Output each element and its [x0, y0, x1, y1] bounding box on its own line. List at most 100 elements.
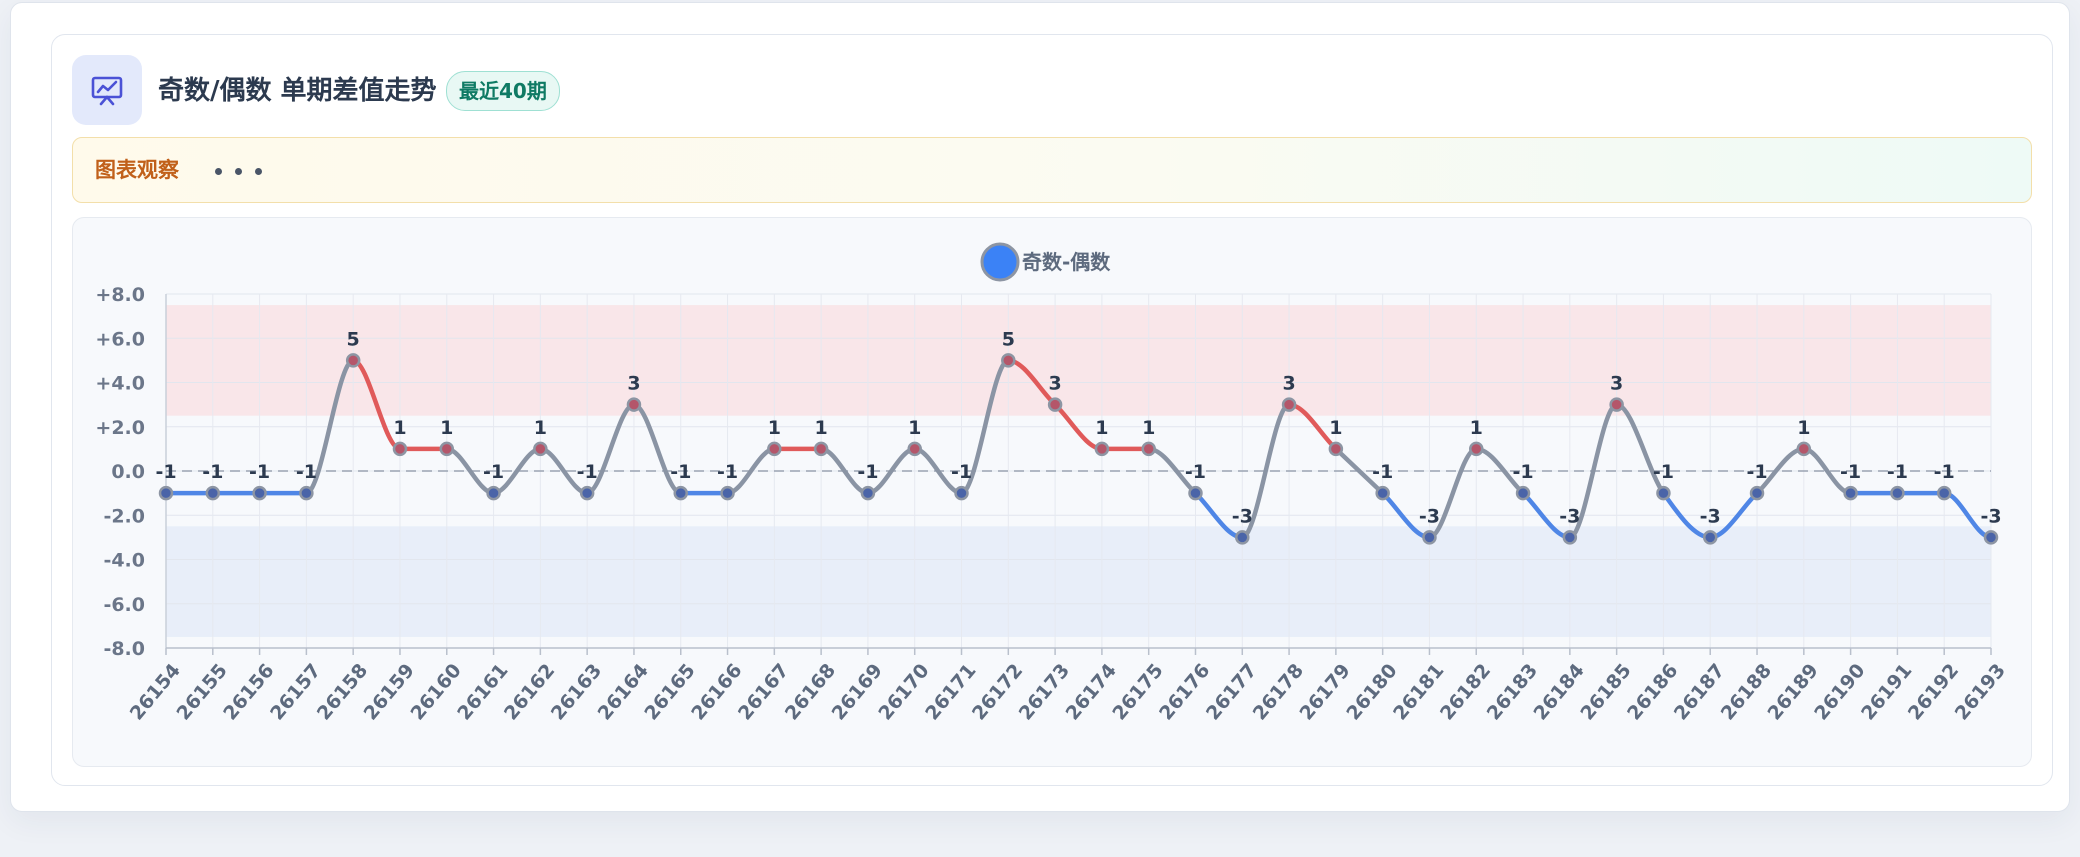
data-point: [626, 397, 642, 412]
more-dots-icon[interactable]: [215, 168, 262, 175]
series-line-segment: [1240, 402, 1292, 540]
data-label: -1: [857, 461, 878, 483]
data-point: [860, 485, 876, 501]
data-label: 1: [1095, 417, 1108, 439]
y-tick-label: +6.0: [95, 328, 145, 350]
data-point: [1562, 530, 1578, 545]
data-label: 1: [440, 417, 453, 439]
insight-panel[interactable]: 图表观察: [72, 137, 2032, 203]
x-tick-label: 26173: [1015, 660, 1074, 725]
x-tick-label: 26158: [313, 660, 372, 725]
x-tick-label: 26178: [1249, 660, 1308, 725]
data-point: [1188, 485, 1203, 501]
data-point: [1609, 397, 1624, 412]
data-label: -3: [1559, 505, 1580, 527]
data-point: [299, 485, 314, 501]
data-point: [1141, 441, 1156, 457]
x-tick-label: 26182: [1436, 660, 1495, 725]
data-label: -1: [296, 461, 317, 483]
data-point: [1702, 530, 1718, 545]
data-label: -1: [249, 461, 270, 483]
data-label: -1: [1840, 461, 1861, 483]
data-label: -1: [483, 461, 504, 483]
data-point: [954, 485, 969, 501]
data-label: -1: [1653, 461, 1674, 483]
data-label: -1: [1512, 461, 1533, 483]
legend-marker: [980, 242, 1020, 282]
data-label: 5: [1002, 328, 1015, 350]
x-tick-label: 26165: [640, 660, 699, 725]
x-tick-label: 26166: [687, 660, 746, 725]
data-point: [252, 485, 267, 501]
x-tick-label: 26185: [1576, 660, 1635, 725]
x-tick-label: 26163: [547, 660, 606, 725]
data-point: [767, 441, 782, 457]
data-point: [720, 485, 735, 501]
data-label: 1: [1797, 417, 1810, 439]
data-point: [1469, 441, 1484, 457]
y-tick-label: -2.0: [103, 505, 145, 527]
data-point: [1749, 485, 1765, 501]
data-label: -3: [1980, 505, 2001, 527]
data-label: 3: [1282, 373, 1295, 395]
legend-item[interactable]: 奇数-偶数: [980, 242, 1111, 282]
x-tick-label: 26164: [594, 660, 653, 725]
data-label: 1: [1329, 417, 1342, 439]
data-label: 1: [393, 417, 406, 439]
x-tick-label: 26180: [1342, 660, 1401, 725]
period-badge[interactable]: 最近40期: [446, 71, 560, 111]
y-tick-label: 0.0: [111, 461, 145, 483]
data-point: [1936, 485, 1952, 501]
data-point: [1796, 441, 1812, 457]
band-0: [166, 305, 1991, 416]
y-tick-label: +4.0: [95, 373, 145, 395]
series-line-segment: [304, 358, 356, 496]
y-tick-label: -4.0: [103, 550, 145, 572]
x-tick-label: 26168: [781, 660, 840, 725]
x-tick-label: 26187: [1670, 660, 1729, 725]
data-label: 3: [627, 373, 640, 395]
band-1: [166, 526, 1991, 637]
y-tick-label: +8.0: [95, 284, 145, 306]
data-point: [907, 441, 922, 457]
data-point: [579, 485, 595, 501]
x-tick-label: 26160: [406, 660, 465, 725]
data-label: -1: [951, 461, 972, 483]
data-label: -1: [717, 461, 738, 483]
x-tick-label: 26159: [360, 660, 419, 725]
x-tick-label: 26174: [1062, 660, 1121, 725]
chart-card: 奇数/偶数 单期差值走势 最近40期 图表观察 +8.0 +6.0 +4.0 +2.0…: [51, 34, 2053, 786]
page-container: 奇数/偶数 单期差值走势 最近40期 图表观察 +8.0 +6.0 +4.0 +2.0…: [10, 2, 2070, 812]
x-tick-label: 26192: [1904, 660, 1963, 725]
data-point: [673, 485, 688, 501]
data-point: [205, 485, 221, 501]
data-label: -1: [1372, 461, 1393, 483]
data-point: [1235, 530, 1250, 545]
data-point: [439, 441, 455, 457]
data-point: [1094, 441, 1110, 457]
series-line-segment: [959, 358, 1011, 496]
data-point: [1515, 485, 1531, 501]
data-point: [1843, 485, 1858, 501]
data-point: [1281, 397, 1297, 412]
x-tick-label: 26169: [828, 660, 887, 725]
data-label: -1: [1887, 461, 1908, 483]
x-tick-label: 26181: [1389, 660, 1448, 725]
x-tick-label: 26177: [1202, 660, 1261, 725]
data-label: 1: [534, 417, 547, 439]
data-label: 1: [768, 417, 781, 439]
data-point: [1656, 485, 1671, 501]
data-point: [1983, 530, 1999, 545]
data-label: -1: [155, 461, 176, 483]
y-tick-label: +2.0: [95, 417, 145, 439]
data-label: -1: [1934, 461, 1955, 483]
x-tick-label: 26175: [1108, 660, 1167, 725]
data-label: -3: [1232, 505, 1253, 527]
presentation-chart-icon: [72, 55, 142, 125]
y-tick-label: -6.0: [103, 594, 145, 616]
data-label: 3: [1048, 373, 1061, 395]
data-point: [392, 441, 408, 457]
x-tick-label: 26183: [1483, 660, 1542, 725]
chart-title: 奇数/偶数 单期差值走势: [158, 76, 437, 106]
line-chart: +8.0 +6.0 +4.0 +2.0 0.0 -2.0 -4.0 -6.0 -8.026154…: [95, 242, 2010, 725]
